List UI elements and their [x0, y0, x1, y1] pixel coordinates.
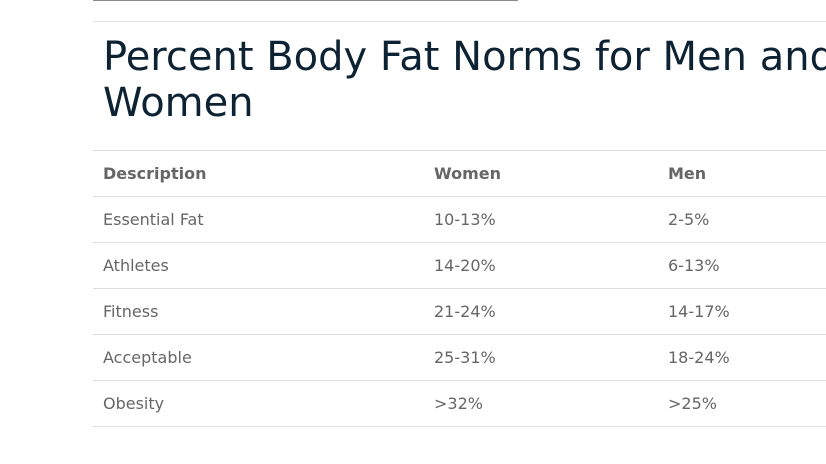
table-header-row: Description Women Men — [93, 150, 826, 197]
column-header-men: Men — [658, 150, 826, 197]
column-header-description: Description — [93, 150, 424, 197]
table-row: Obesity >32% >25% — [93, 380, 826, 427]
description-cell: Acceptable — [93, 334, 424, 381]
women-cell: >32% — [424, 380, 658, 427]
women-cell: 25-31% — [424, 334, 658, 381]
page-title: Percent Body Fat Norms for Men and Women — [103, 34, 826, 126]
table-row: Acceptable 25-31% 18-24% — [93, 334, 826, 381]
description-cell: Athletes — [93, 242, 424, 289]
women-cell: 10-13% — [424, 196, 658, 243]
table-row: Athletes 14-20% 6-13% — [93, 242, 826, 289]
men-cell: >25% — [658, 380, 826, 427]
description-cell: Essential Fat — [93, 196, 424, 243]
body-fat-norms-table: Description Women Men Essential Fat 10-1… — [93, 150, 826, 427]
men-cell: 2-5% — [658, 196, 826, 243]
men-cell: 6-13% — [658, 242, 826, 289]
table-row: Fitness 21-24% 14-17% — [93, 288, 826, 335]
column-header-women: Women — [424, 150, 658, 197]
description-cell: Fitness — [93, 288, 424, 335]
description-cell: Obesity — [93, 380, 424, 427]
table-row: Essential Fat 10-13% 2-5% — [93, 196, 826, 243]
title-divider — [93, 21, 826, 22]
men-cell: 14-17% — [658, 288, 826, 335]
women-cell: 14-20% — [424, 242, 658, 289]
women-cell: 21-24% — [424, 288, 658, 335]
men-cell: 18-24% — [658, 334, 826, 381]
top-divider — [93, 0, 518, 1]
